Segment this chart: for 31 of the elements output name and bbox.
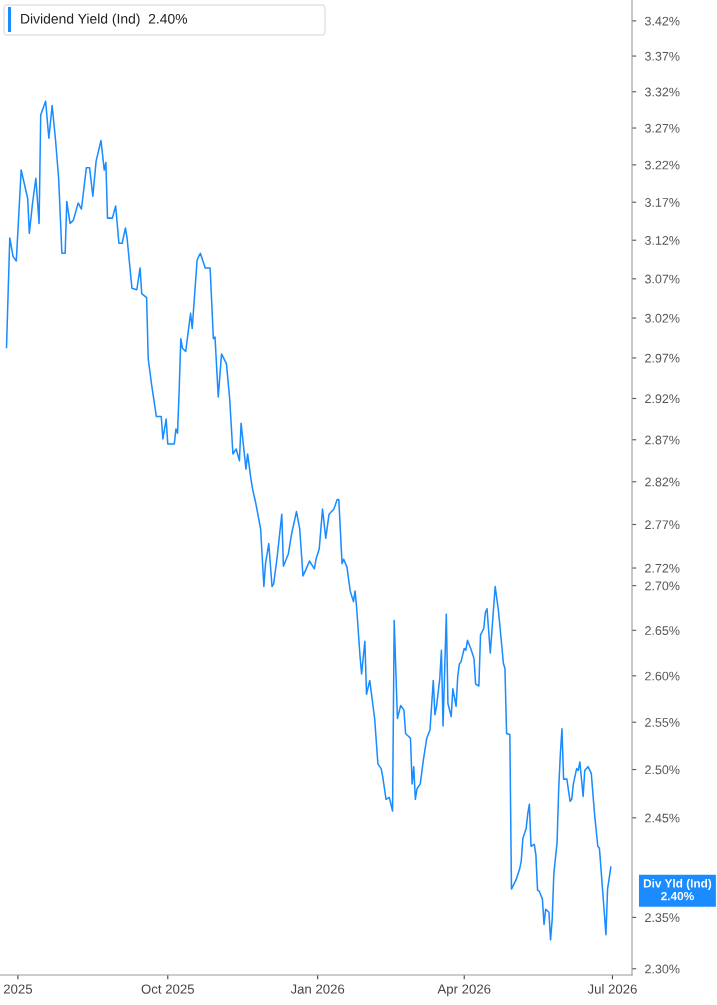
y-tick-label: 2.50% [645,765,680,775]
y-tick-label: 3.07% [644,274,680,284]
y-tick-label: 2.30% [645,964,680,974]
y-tick-label: 2.82% [645,477,680,487]
x-tick-label: Jan 2026 [290,984,345,994]
y-tick-label: 2.55% [645,718,680,727]
y-tick-label: 2.45% [645,813,680,823]
y-tick-label: 3.02% [644,313,680,323]
y-tick-label: 2.72% [645,563,680,573]
y-tick-label: 2.35% [645,913,680,923]
y-tick-label: 2.77% [645,520,680,530]
line-series [5,100,612,941]
y-tick-label: 3.37% [644,51,680,61]
x-tick-label: Oct 2025 [141,984,194,994]
x-tick-label: Apr 2026 [437,984,491,997]
x-tick-label: Jul 2026 [587,984,637,994]
y-tick-label: 3.22% [644,160,680,170]
y-tick-label: 3.42% [644,16,680,26]
y-tick-label: 3.27% [644,123,680,133]
x-tick-label: 2025 [3,984,33,994]
y-tick-label: 3.12% [644,236,680,245]
y-tick-label: 3.17% [644,198,680,207]
text: Dividend Yield (Ind) 2.40% [21,13,188,27]
text: Div Yld (Ind) 2.40% [643,878,712,901]
y-tick-label: 2.65% [645,626,680,635]
y-tick-label: 2.87% [645,435,680,445]
y-tick-label: 3.32% [644,87,680,97]
y-tick-label: 2.97% [645,353,680,363]
y-tick-label: 2.70% [645,581,680,591]
y-tick-label: 2.92% [645,394,680,404]
y-tick-label: 2.60% [645,671,680,681]
